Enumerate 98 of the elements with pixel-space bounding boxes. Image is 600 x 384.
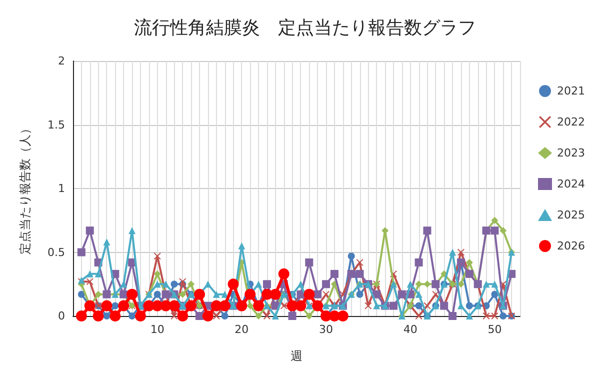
point: [194, 288, 206, 300]
chart-title: 流行性角結膜炎 定点当たり報告数グラフ: [134, 18, 476, 38]
point: [128, 227, 136, 234]
point: [415, 290, 422, 298]
y-tick-label: 1.5: [48, 118, 65, 132]
legend-label: 2022: [557, 116, 586, 128]
point: [272, 312, 279, 320]
point: [348, 252, 355, 260]
point: [356, 290, 364, 298]
point: [322, 290, 330, 298]
point: [179, 290, 186, 298]
point: [202, 310, 214, 322]
point: [188, 280, 195, 288]
point: [423, 226, 432, 235]
point: [134, 310, 146, 322]
point: [415, 302, 422, 310]
point: [179, 278, 186, 286]
point: [306, 312, 313, 320]
point: [177, 310, 188, 322]
point: [255, 312, 262, 320]
y-tick-label: 0: [58, 310, 65, 322]
point: [86, 270, 94, 278]
point: [364, 302, 372, 310]
point: [466, 312, 473, 320]
point: [500, 227, 507, 234]
point: [491, 280, 498, 288]
point: [297, 280, 304, 288]
point: [449, 248, 456, 256]
point: [212, 312, 220, 320]
point: [280, 302, 288, 310]
point: [490, 226, 499, 235]
point: [448, 312, 457, 320]
point: [78, 290, 85, 298]
point: [288, 312, 296, 320]
point: [414, 258, 423, 266]
x-tick-label: 50: [488, 323, 502, 336]
point: [126, 288, 138, 300]
point: [466, 258, 473, 266]
point: [415, 280, 422, 288]
point: [86, 226, 94, 235]
point: [491, 290, 498, 298]
point: [154, 280, 161, 288]
point: [228, 278, 239, 290]
point: [500, 312, 507, 320]
point: [168, 300, 180, 312]
x-tick-label: 10: [150, 323, 164, 336]
legend-label: 2025: [557, 208, 586, 222]
point: [120, 280, 128, 288]
y-tick-label: 2: [58, 54, 65, 68]
point: [86, 278, 94, 286]
x-tick-label: 20: [234, 323, 249, 336]
y-axis-title: 定点当たり報告数（人）: [18, 122, 32, 254]
x-tick-label: 30: [319, 323, 334, 336]
point: [154, 252, 161, 260]
point: [337, 310, 348, 322]
point: [238, 242, 246, 250]
point: [204, 280, 212, 288]
y-tick-label: 1: [58, 182, 65, 195]
point: [255, 280, 262, 288]
point: [128, 312, 136, 320]
point: [482, 280, 490, 288]
point: [154, 290, 161, 298]
point: [305, 258, 314, 266]
point: [466, 302, 473, 310]
point: [424, 280, 431, 288]
point: [103, 312, 110, 320]
point: [94, 270, 102, 278]
x-axis-title: 週: [290, 349, 302, 363]
point: [103, 238, 110, 246]
point: [406, 280, 414, 288]
point: [196, 312, 204, 320]
point: [356, 270, 364, 278]
legend-label: 2026: [557, 240, 586, 252]
point: [170, 312, 178, 320]
x-tick-label: 40: [403, 323, 418, 336]
point: [373, 302, 380, 310]
point: [491, 312, 498, 320]
legend-label: 2023: [557, 146, 586, 160]
point: [76, 310, 87, 322]
point: [170, 280, 178, 288]
point: [263, 312, 270, 320]
point: [491, 216, 498, 224]
point: [112, 302, 119, 310]
point: [330, 270, 338, 278]
legend-label: 2024: [557, 178, 586, 190]
y-tick-label: 0.5: [48, 246, 65, 259]
point: [94, 290, 102, 298]
point: [212, 290, 220, 298]
point: [221, 312, 228, 320]
point: [246, 302, 254, 310]
point: [154, 270, 161, 278]
point: [92, 310, 104, 322]
point: [162, 280, 170, 288]
point: [322, 280, 330, 288]
point: [314, 290, 322, 298]
point: [278, 268, 290, 280]
legend-label: 2021: [557, 84, 586, 98]
point: [77, 248, 86, 256]
